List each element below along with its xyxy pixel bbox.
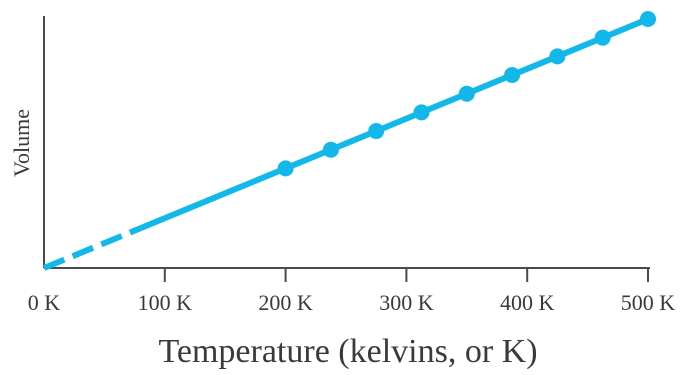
- data-point: [549, 48, 566, 65]
- x-axis-title: Temperature (kelvins, or K): [158, 333, 537, 370]
- data-point: [458, 85, 475, 102]
- x-tick-label: 0 K: [28, 290, 61, 315]
- x-tick-label: 400 K: [500, 290, 555, 315]
- data-point: [322, 141, 339, 158]
- volume-solid-line: [139, 16, 650, 231]
- x-tick-label: 100 K: [138, 290, 193, 315]
- x-ticks: [163, 268, 649, 282]
- x-tick-label: 200 K: [258, 290, 313, 315]
- y-axis-title: Volume: [9, 109, 34, 177]
- data-point: [413, 104, 430, 121]
- extrapolation-dashed-line: [42, 225, 142, 271]
- data-point: [640, 11, 656, 27]
- series-volume: [42, 11, 656, 271]
- data-point: [504, 67, 521, 84]
- data-point: [368, 123, 385, 140]
- data-point: [594, 29, 611, 46]
- x-tick-labels: 0 K 100 K 200 K 300 K 400 K 500 K: [28, 290, 676, 315]
- data-point: [277, 160, 294, 177]
- x-tick-label: 300 K: [379, 290, 434, 315]
- x-tick-label: 500 K: [621, 290, 676, 315]
